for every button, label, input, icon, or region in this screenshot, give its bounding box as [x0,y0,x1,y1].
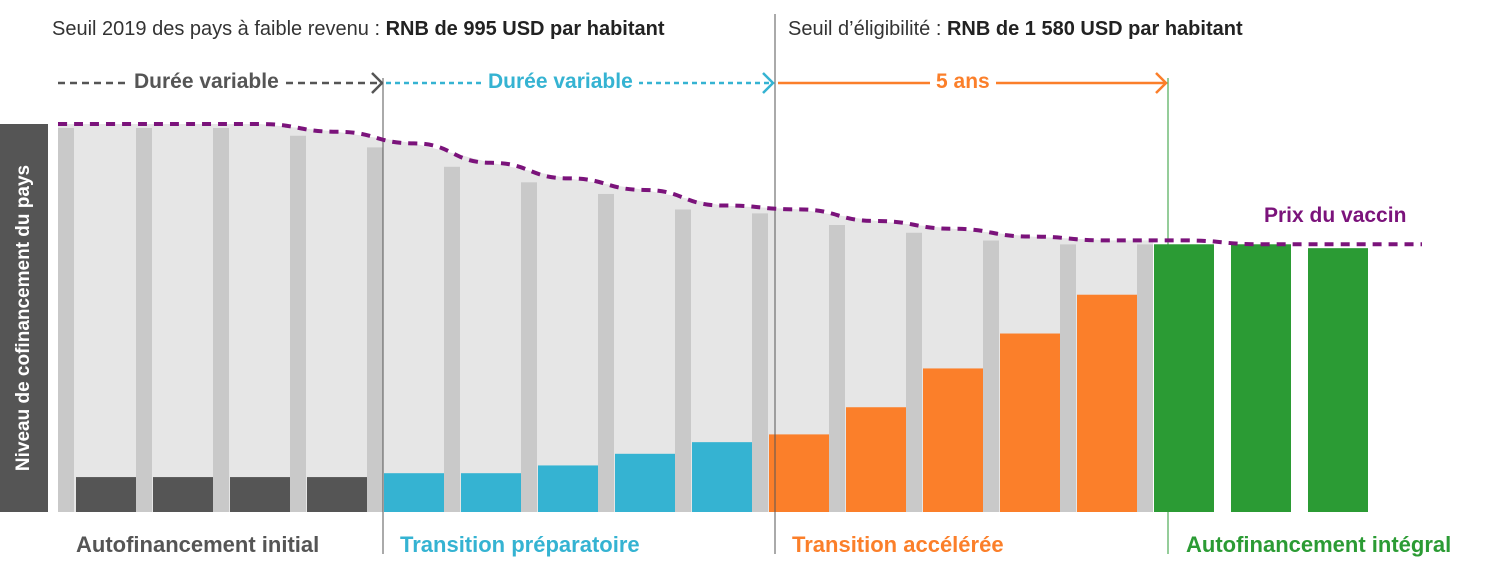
bar [384,473,444,512]
bar [1000,333,1060,512]
eligibility-threshold: Seuil d’éligibilité : RNB de 1 580 USD p… [788,18,1243,40]
bar [538,465,598,512]
vaccine-price-label: Prix du vaccin [1264,204,1407,227]
bar [846,407,906,512]
duration-initial-label: Durée variable [128,70,285,94]
background-divider [290,135,306,512]
background-divider [367,147,383,512]
duration-accelerated-label: 5 ans [930,70,996,94]
background-bars [58,124,1153,513]
bar [230,477,290,512]
background-divider [521,182,537,512]
cofinancing-bars [76,244,1368,512]
background-divider [983,240,999,512]
phase-initial-label: Autofinancement initial [76,532,320,557]
background-divider [598,193,614,512]
y-axis-label-box [0,124,48,512]
background-divider [444,166,460,513]
bar [1231,244,1291,512]
phase-full-label: Autofinancement intégral [1186,532,1452,557]
bar [692,442,752,512]
background-divider [1060,244,1076,512]
background-divider [752,213,768,513]
bar [461,473,521,512]
arrow-initial-head [371,72,384,94]
background-divider [675,209,691,513]
background-divider [58,128,74,512]
bar [1308,248,1368,512]
phase-accelerated-label: Transition accélérée [792,532,1004,557]
duration-preparatory-label: Durée variable [482,70,639,94]
low-income-threshold: Seuil 2019 des pays à faible revenu : RN… [52,18,665,40]
vaccine-price-line [58,121,1423,247]
bar [769,434,829,512]
bar [76,477,136,512]
background-divider [136,128,152,512]
arrow-preparatory-head [762,72,775,94]
phase-dividers [382,14,1169,554]
bar [923,368,983,512]
arrow-accelerated-head [1155,72,1168,94]
bar [1154,244,1214,512]
background-divider [829,225,845,512]
y-axis-label: Niveau de cofinancement du pays [13,164,34,472]
phase-preparatory-label: Transition préparatoire [400,532,640,557]
bar [153,477,213,512]
bar [615,453,675,512]
bar [1077,294,1137,512]
background-divider [1137,244,1153,512]
background-divider [906,232,922,512]
background-divider [213,128,229,512]
bar [307,477,367,512]
